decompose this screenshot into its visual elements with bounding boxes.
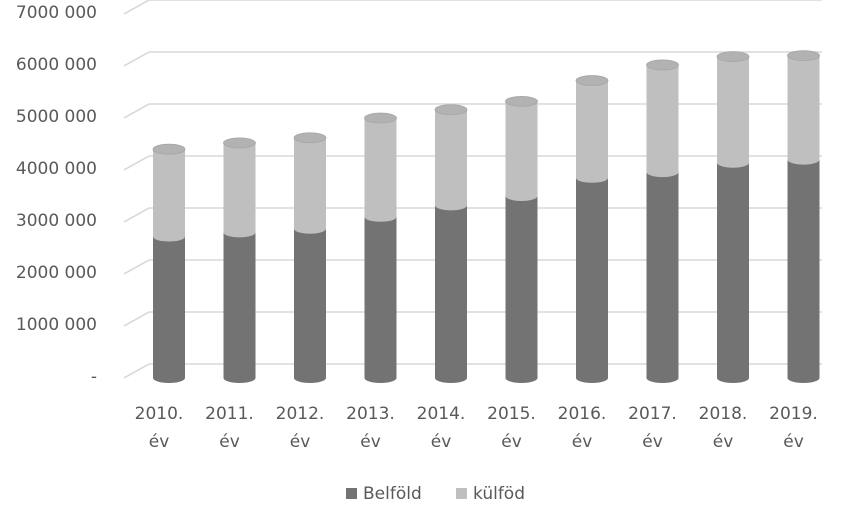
bar-kulfod	[364, 118, 397, 222]
bar-group	[646, 59, 679, 383]
x-tick-label: év	[360, 432, 381, 452]
gridline	[123, 51, 822, 67]
bar-kulfod	[787, 55, 820, 165]
bar-top-cap	[152, 143, 186, 155]
y-tick-label: 2000 000	[16, 263, 97, 283]
legend-swatch	[456, 488, 467, 499]
bar-belfold	[153, 236, 185, 383]
x-tick-label: 2016.	[558, 404, 607, 424]
x-tick-label: év	[290, 432, 311, 452]
bar-kulfod	[576, 80, 608, 183]
x-tick-label: 2012.	[276, 404, 325, 424]
y-tick-label: 6000 000	[16, 55, 97, 75]
x-tick-label: év	[713, 432, 734, 452]
x-tick-label: év	[572, 432, 593, 452]
bar-top-cap	[293, 132, 327, 144]
x-tick-label: év	[431, 432, 452, 452]
y-tick-label: 5000 000	[16, 107, 97, 127]
x-tick-label: év	[501, 432, 522, 452]
legend-label: külföd	[473, 484, 525, 504]
bar-top-cap	[364, 112, 397, 124]
bar-belfold	[646, 172, 679, 383]
bar-belfold	[505, 196, 538, 383]
bar-top-cap	[223, 137, 256, 149]
gridline	[123, 0, 822, 15]
legend-swatch	[346, 488, 357, 499]
bar-top-cap	[575, 75, 609, 86]
bar-kulfod	[505, 101, 538, 201]
bar-group	[716, 51, 750, 383]
bar-group	[505, 95, 538, 383]
y-tick-label: 3000 000	[16, 211, 97, 231]
x-tick-label: 2011.	[205, 404, 254, 424]
bar-kulfod	[717, 56, 749, 168]
bar-belfold	[364, 216, 397, 383]
bar-belfold	[787, 159, 820, 383]
bar-group	[152, 143, 186, 383]
bar-top-cap	[716, 51, 750, 63]
x-tick-label: 2017.	[628, 404, 677, 424]
x-tick-label: 2013.	[346, 404, 395, 424]
x-tick-label: 2018.	[699, 404, 748, 424]
bar-belfold	[717, 162, 749, 383]
x-axis-ticks: 2010. év 2011. év 2012. év 2013. év 2014. év 2015.…	[135, 404, 818, 452]
x-tick-label: 2014.	[417, 404, 466, 424]
bar-group	[223, 137, 256, 383]
bar-group	[787, 50, 820, 383]
bar-top-cap	[646, 59, 679, 71]
y-tick-label: 1000 000	[16, 315, 97, 335]
x-tick-label: 2015.	[487, 404, 536, 424]
bar-kulfod	[646, 64, 679, 178]
x-tick-label: év	[219, 432, 240, 452]
bar-kulfod	[294, 137, 326, 234]
bar-top-cap	[505, 95, 538, 107]
bar-group	[434, 104, 468, 383]
bar-group	[575, 75, 609, 383]
bar-belfold	[576, 177, 608, 383]
bar-belfold	[294, 228, 326, 383]
grid-layer	[123, 0, 822, 379]
bar-top-cap	[434, 104, 468, 116]
bar-layer	[152, 50, 820, 383]
bar-kulfod	[153, 149, 185, 242]
y-tick-label: 7000 000	[16, 3, 97, 23]
bar-top-cap	[787, 50, 820, 61]
bar-group	[293, 132, 327, 383]
legend: Belföld külföd	[346, 484, 525, 504]
x-tick-label: 2010.	[135, 404, 184, 424]
y-tick-label: 4000 000	[16, 159, 97, 179]
bar-kulfod	[223, 142, 256, 238]
y-tick-label: -	[91, 367, 97, 387]
bar-group	[364, 112, 397, 383]
bar-belfold	[223, 232, 256, 383]
x-tick-label: év	[783, 432, 804, 452]
bar-belfold	[435, 205, 467, 383]
x-tick-label: év	[149, 432, 170, 452]
bar-kulfod	[435, 109, 467, 211]
legend-label: Belföld	[363, 484, 422, 504]
x-tick-label: 2019.	[769, 404, 818, 424]
y-axis-ticks: - 1000 000 2000 000 3000 000 4000 000 5000 00…	[16, 3, 97, 387]
x-tick-label: év	[642, 432, 663, 452]
